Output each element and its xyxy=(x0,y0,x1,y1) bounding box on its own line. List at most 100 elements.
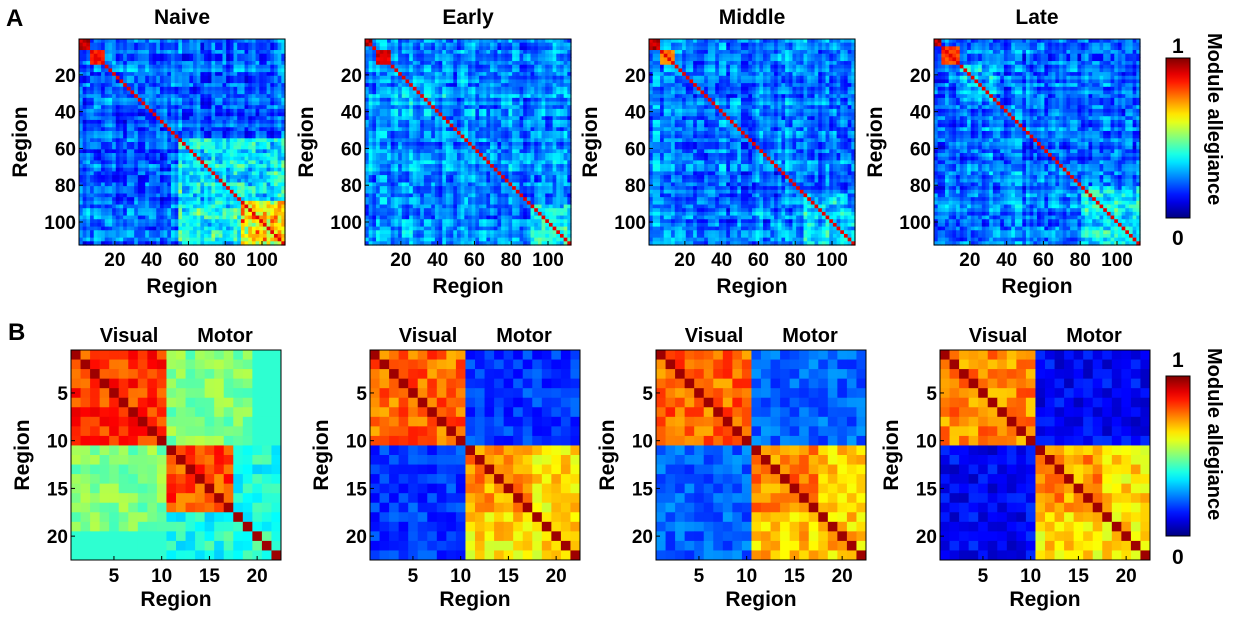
heatmap-cell xyxy=(83,57,87,61)
heatmap-cell xyxy=(435,94,439,98)
heatmap-cell xyxy=(189,109,193,113)
heatmap-cell xyxy=(123,109,127,113)
heatmap-cell xyxy=(508,98,512,102)
heatmap-cell xyxy=(160,190,164,194)
heatmap-cell xyxy=(420,127,424,131)
heatmap-cell xyxy=(267,227,271,231)
heatmap-cell xyxy=(197,46,201,50)
heatmap-cell xyxy=(123,102,127,106)
heatmap-cell xyxy=(398,79,402,83)
heatmap-cell xyxy=(94,102,98,106)
heatmap-cell xyxy=(156,39,160,43)
heatmap-cell xyxy=(134,190,138,194)
heatmap-cell xyxy=(527,153,531,157)
heatmap-cell xyxy=(372,138,376,142)
heatmap-cell xyxy=(234,50,238,54)
heatmap-cell xyxy=(442,94,446,98)
heatmap-cell xyxy=(116,149,120,153)
heatmap-cell xyxy=(483,149,487,153)
heatmap-cell xyxy=(409,72,413,76)
heatmap-cell xyxy=(490,68,494,72)
heatmap-cell xyxy=(516,83,520,87)
heatmap-cell xyxy=(112,43,116,47)
heatmap-cell xyxy=(234,46,238,50)
heatmap-cell xyxy=(119,124,123,128)
heatmap-cell xyxy=(413,87,417,91)
heatmap-cell xyxy=(394,39,398,43)
heatmap-cell xyxy=(105,175,109,179)
heatmap-cell xyxy=(138,208,142,212)
heatmap-cell xyxy=(101,160,105,164)
heatmap-cell xyxy=(523,65,527,69)
heatmap-cell xyxy=(101,227,105,231)
heatmap-cell xyxy=(468,153,472,157)
heatmap-cell xyxy=(116,205,120,209)
heatmap-cell xyxy=(274,43,278,47)
heatmap-cell xyxy=(259,50,263,54)
heatmap-cell xyxy=(186,149,190,153)
heatmap-cell xyxy=(79,201,83,205)
heatmap-cell xyxy=(442,124,446,128)
heatmap-cell xyxy=(160,72,164,76)
heatmap-cell xyxy=(119,205,123,209)
heatmap-cell xyxy=(116,116,120,120)
heatmap-cell xyxy=(560,98,564,102)
heatmap-cell xyxy=(175,50,179,54)
heatmap-cell xyxy=(527,138,531,142)
heatmap-cell xyxy=(428,116,432,120)
heatmap-cell xyxy=(259,43,263,47)
heatmap-cell xyxy=(186,87,190,91)
heatmap-cell xyxy=(483,153,487,157)
heatmap-cell xyxy=(189,91,193,95)
heatmap-cell xyxy=(123,223,127,227)
heatmap-cell xyxy=(424,138,428,142)
heatmap-cell xyxy=(208,146,212,150)
heatmap-cell xyxy=(79,102,83,106)
heatmap-cell xyxy=(241,149,245,153)
heatmap-cell xyxy=(453,46,457,50)
heatmap-cell xyxy=(175,94,179,98)
heatmap-cell xyxy=(138,179,142,183)
heatmap-cell xyxy=(105,216,109,220)
heatmap-cell xyxy=(263,190,267,194)
heatmap-cell xyxy=(241,105,245,109)
heatmap-cell xyxy=(259,142,263,146)
heatmap-cell xyxy=(542,127,546,131)
heatmap-cell xyxy=(545,153,549,157)
heatmap-cell xyxy=(186,160,190,164)
heatmap-cell xyxy=(475,50,479,54)
heatmap-cell xyxy=(90,102,94,106)
heatmap-cell xyxy=(475,65,479,69)
heatmap-cell xyxy=(86,205,90,209)
heatmap-cell xyxy=(193,182,197,186)
heatmap-cell xyxy=(538,149,542,153)
heatmap-cell xyxy=(112,50,116,54)
heatmap-cell xyxy=(420,39,424,43)
heatmap-cell xyxy=(402,68,406,72)
heatmap-cell xyxy=(226,98,230,102)
heatmap-cell xyxy=(494,72,498,76)
heatmap-cell xyxy=(175,179,179,183)
heatmap-cell xyxy=(486,43,490,47)
heatmap-cell xyxy=(241,182,245,186)
heatmap-cell xyxy=(409,120,413,124)
heatmap-cell xyxy=(145,43,149,47)
heatmap-cell xyxy=(219,219,223,223)
heatmap-cell xyxy=(383,157,387,161)
heatmap-cell xyxy=(108,153,112,157)
heatmap-cell xyxy=(149,68,153,72)
heatmap-cell xyxy=(138,105,142,109)
heatmap-cell xyxy=(178,79,182,83)
heatmap-cell xyxy=(230,76,234,80)
heatmap-cell xyxy=(175,142,179,146)
heatmap-cell xyxy=(138,79,142,83)
heatmap-cell xyxy=(256,238,260,242)
heatmap-cell xyxy=(230,234,234,238)
heatmap-cell xyxy=(127,190,131,194)
heatmap-cell xyxy=(189,149,193,153)
heatmap-cell xyxy=(149,190,153,194)
heatmap-cell xyxy=(226,212,230,216)
heatmap-cell xyxy=(171,234,175,238)
heatmap-cell xyxy=(453,83,457,87)
